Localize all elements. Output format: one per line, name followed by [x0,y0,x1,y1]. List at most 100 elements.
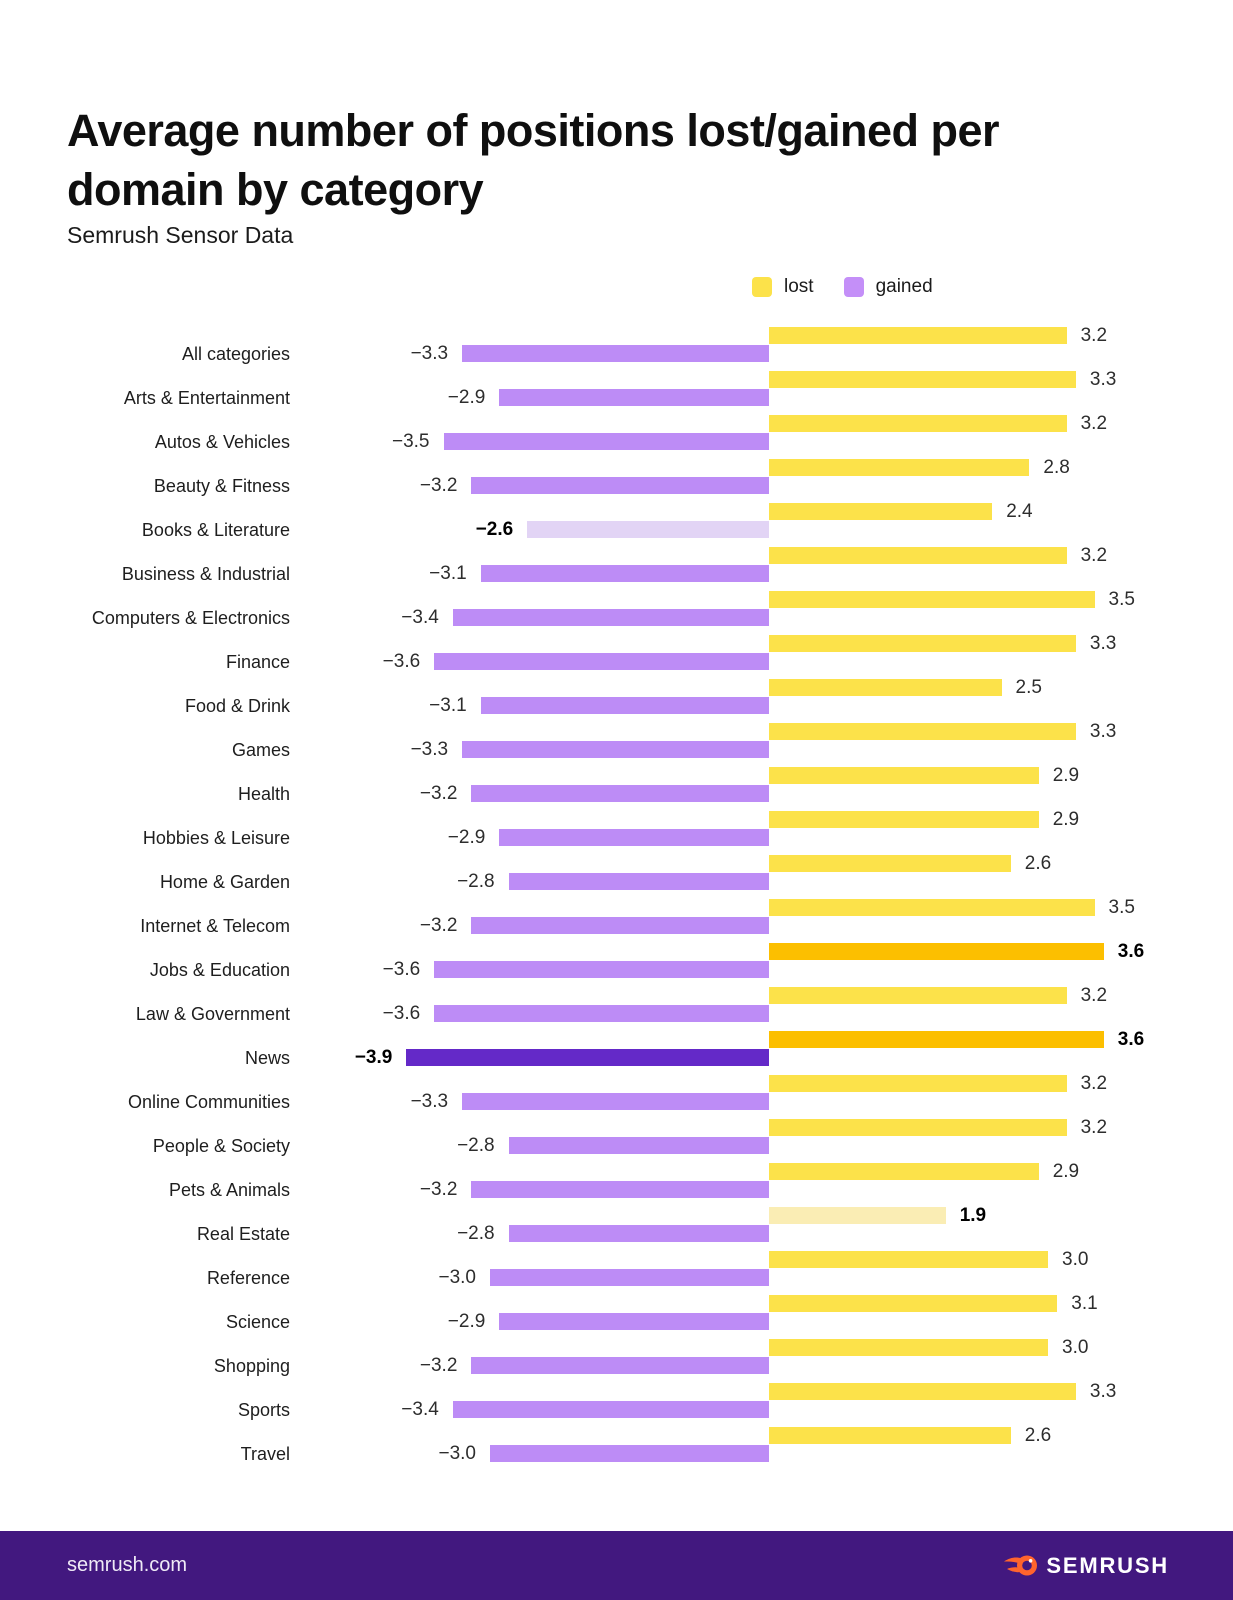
lost-value-label: 2.5 [1015,677,1042,698]
chart-row: Law & Government 3.2 −3.6 [0,986,1233,1031]
category-label: People & Society [152,1136,290,1156]
lost-bar [769,1251,1048,1268]
chart-row: Sports 3.3 −3.4 [0,1381,1233,1427]
gained-value-label: −3.9 [354,1047,393,1068]
category-label: Home & Garden [159,872,290,892]
chart-row: People & Society 3.2 −2.8 [0,1117,1233,1163]
chart-row: Arts & Entertainment 3.3 −2.9 [0,369,1233,415]
page-subtitle: Semrush Sensor Data [67,222,294,248]
gained-value-label: −2.9 [447,827,486,848]
gained-bar [406,1049,769,1066]
category-label: Travel [240,1444,290,1464]
gained-value-label: −3.2 [419,1179,458,1200]
lost-value-label: 2.9 [1052,765,1080,786]
category-label: Food & Drink [184,696,290,716]
gained-bar [434,1005,769,1022]
lost-value-label: 3.6 [1117,1029,1145,1050]
gained-bar [490,1445,769,1462]
category-label: Real Estate [196,1224,290,1244]
semrush-logo: SEMRUSH [1003,1552,1169,1579]
lost-bar [769,547,1067,564]
footer: semrush.com SEMRUSH [0,1531,1233,1600]
legend-item-lost: lost [752,276,814,298]
lost-value-label: 2.9 [1052,809,1080,830]
chart-row: Health 2.9 −3.2 [0,765,1233,811]
lost-value-label: 3.0 [1062,1337,1089,1358]
lost-bar [769,459,1030,476]
lost-bar [769,899,1095,916]
gained-value-label: −2.6 [475,519,514,540]
gained-bar [452,609,769,626]
lost-bar [769,1207,946,1224]
gained-bar [499,389,769,406]
gained-swatch-icon [843,277,864,297]
gained-bar [471,917,769,934]
gained-bar [480,697,769,714]
gained-bar [462,741,769,758]
lost-value-label: 2.8 [1043,457,1070,478]
chart-row: Pets & Animals 2.9 −3.2 [0,1161,1233,1207]
gained-value-label: −3.4 [401,1399,439,1420]
gained-value-label: −3.3 [410,739,449,760]
lost-value-label: 2.6 [1024,1425,1052,1446]
lost-value-label: 3.3 [1089,633,1117,654]
lost-value-label: 3.2 [1080,413,1108,434]
category-label: Internet & Telecom [140,916,290,936]
lost-swatch-icon [752,277,772,297]
chart-row: Books & Literature 2.4 −2.6 [0,501,1233,547]
category-label: News [244,1048,290,1068]
gained-value-label: −3.6 [382,1003,421,1024]
chart-row: Autos & Vehicles 3.2 −3.5 [0,413,1233,459]
chart-row: News 3.6 −3.9 [0,1029,1233,1075]
gained-bar [471,1181,769,1198]
gained-bar [462,1093,769,1110]
lost-value-label: 2.6 [1024,853,1052,874]
gained-bar [490,1269,769,1286]
gained-bar [471,785,769,802]
lost-bar [769,1163,1039,1180]
gained-bar [480,565,769,582]
lost-value-label: 2.4 [1006,501,1033,522]
chart-row: Games 3.3 −3.3 [0,721,1233,767]
lost-bar [769,1295,1058,1312]
lost-value-label: 1.9 [959,1205,987,1226]
lost-value-label: 2.9 [1052,1161,1080,1182]
chart-row: Real Estate 1.9 −2.8 [0,1205,1233,1251]
gained-bar [499,829,769,846]
gained-value-label: −3.4 [401,607,439,628]
category-label: Law & Government [135,1004,290,1024]
gained-value-label: −3.3 [410,1091,449,1112]
legend-label-lost: lost [784,276,814,297]
category-label: Autos & Vehicles [154,432,290,452]
lost-value-label: 3.2 [1080,1117,1108,1138]
lost-value-label: 3.0 [1062,1249,1089,1270]
legend: lost gained [752,276,933,298]
chart-row: Home & Garden 2.6 −2.8 [0,853,1233,899]
category-label: Jobs & Education [149,960,290,980]
lost-value-label: 3.3 [1089,1381,1117,1402]
lost-value-label: 3.3 [1089,721,1117,742]
gained-value-label: −3.2 [419,783,458,804]
semrush-wordmark: SEMRUSH [1046,1552,1169,1578]
lost-bar [769,855,1011,872]
gained-value-label: −2.8 [457,1135,495,1156]
lost-value-label: 3.3 [1089,369,1117,390]
lost-value-label: 3.2 [1080,325,1108,346]
gained-bar [452,1401,769,1418]
chart-row: Computers & Electronics 3.5 −3.4 [0,590,1233,635]
gained-value-label: −3.1 [429,695,467,716]
gained-bar [508,1137,769,1154]
category-label: All categories [181,344,290,364]
lost-bar [769,723,1076,740]
category-label: Pets & Animals [168,1180,290,1200]
gained-value-label: −2.8 [457,871,495,892]
gained-bar [434,961,769,978]
lost-value-label: 3.2 [1080,545,1108,566]
chart-row: Hobbies & Leisure 2.9 −2.9 [0,809,1233,855]
gained-bar [434,653,769,670]
gained-bar [499,1313,769,1330]
category-label: Books & Literature [141,520,290,540]
lost-bar [769,591,1095,608]
category-label: Shopping [213,1356,290,1376]
chart-row: Reference 3.0 −3.0 [0,1249,1233,1295]
